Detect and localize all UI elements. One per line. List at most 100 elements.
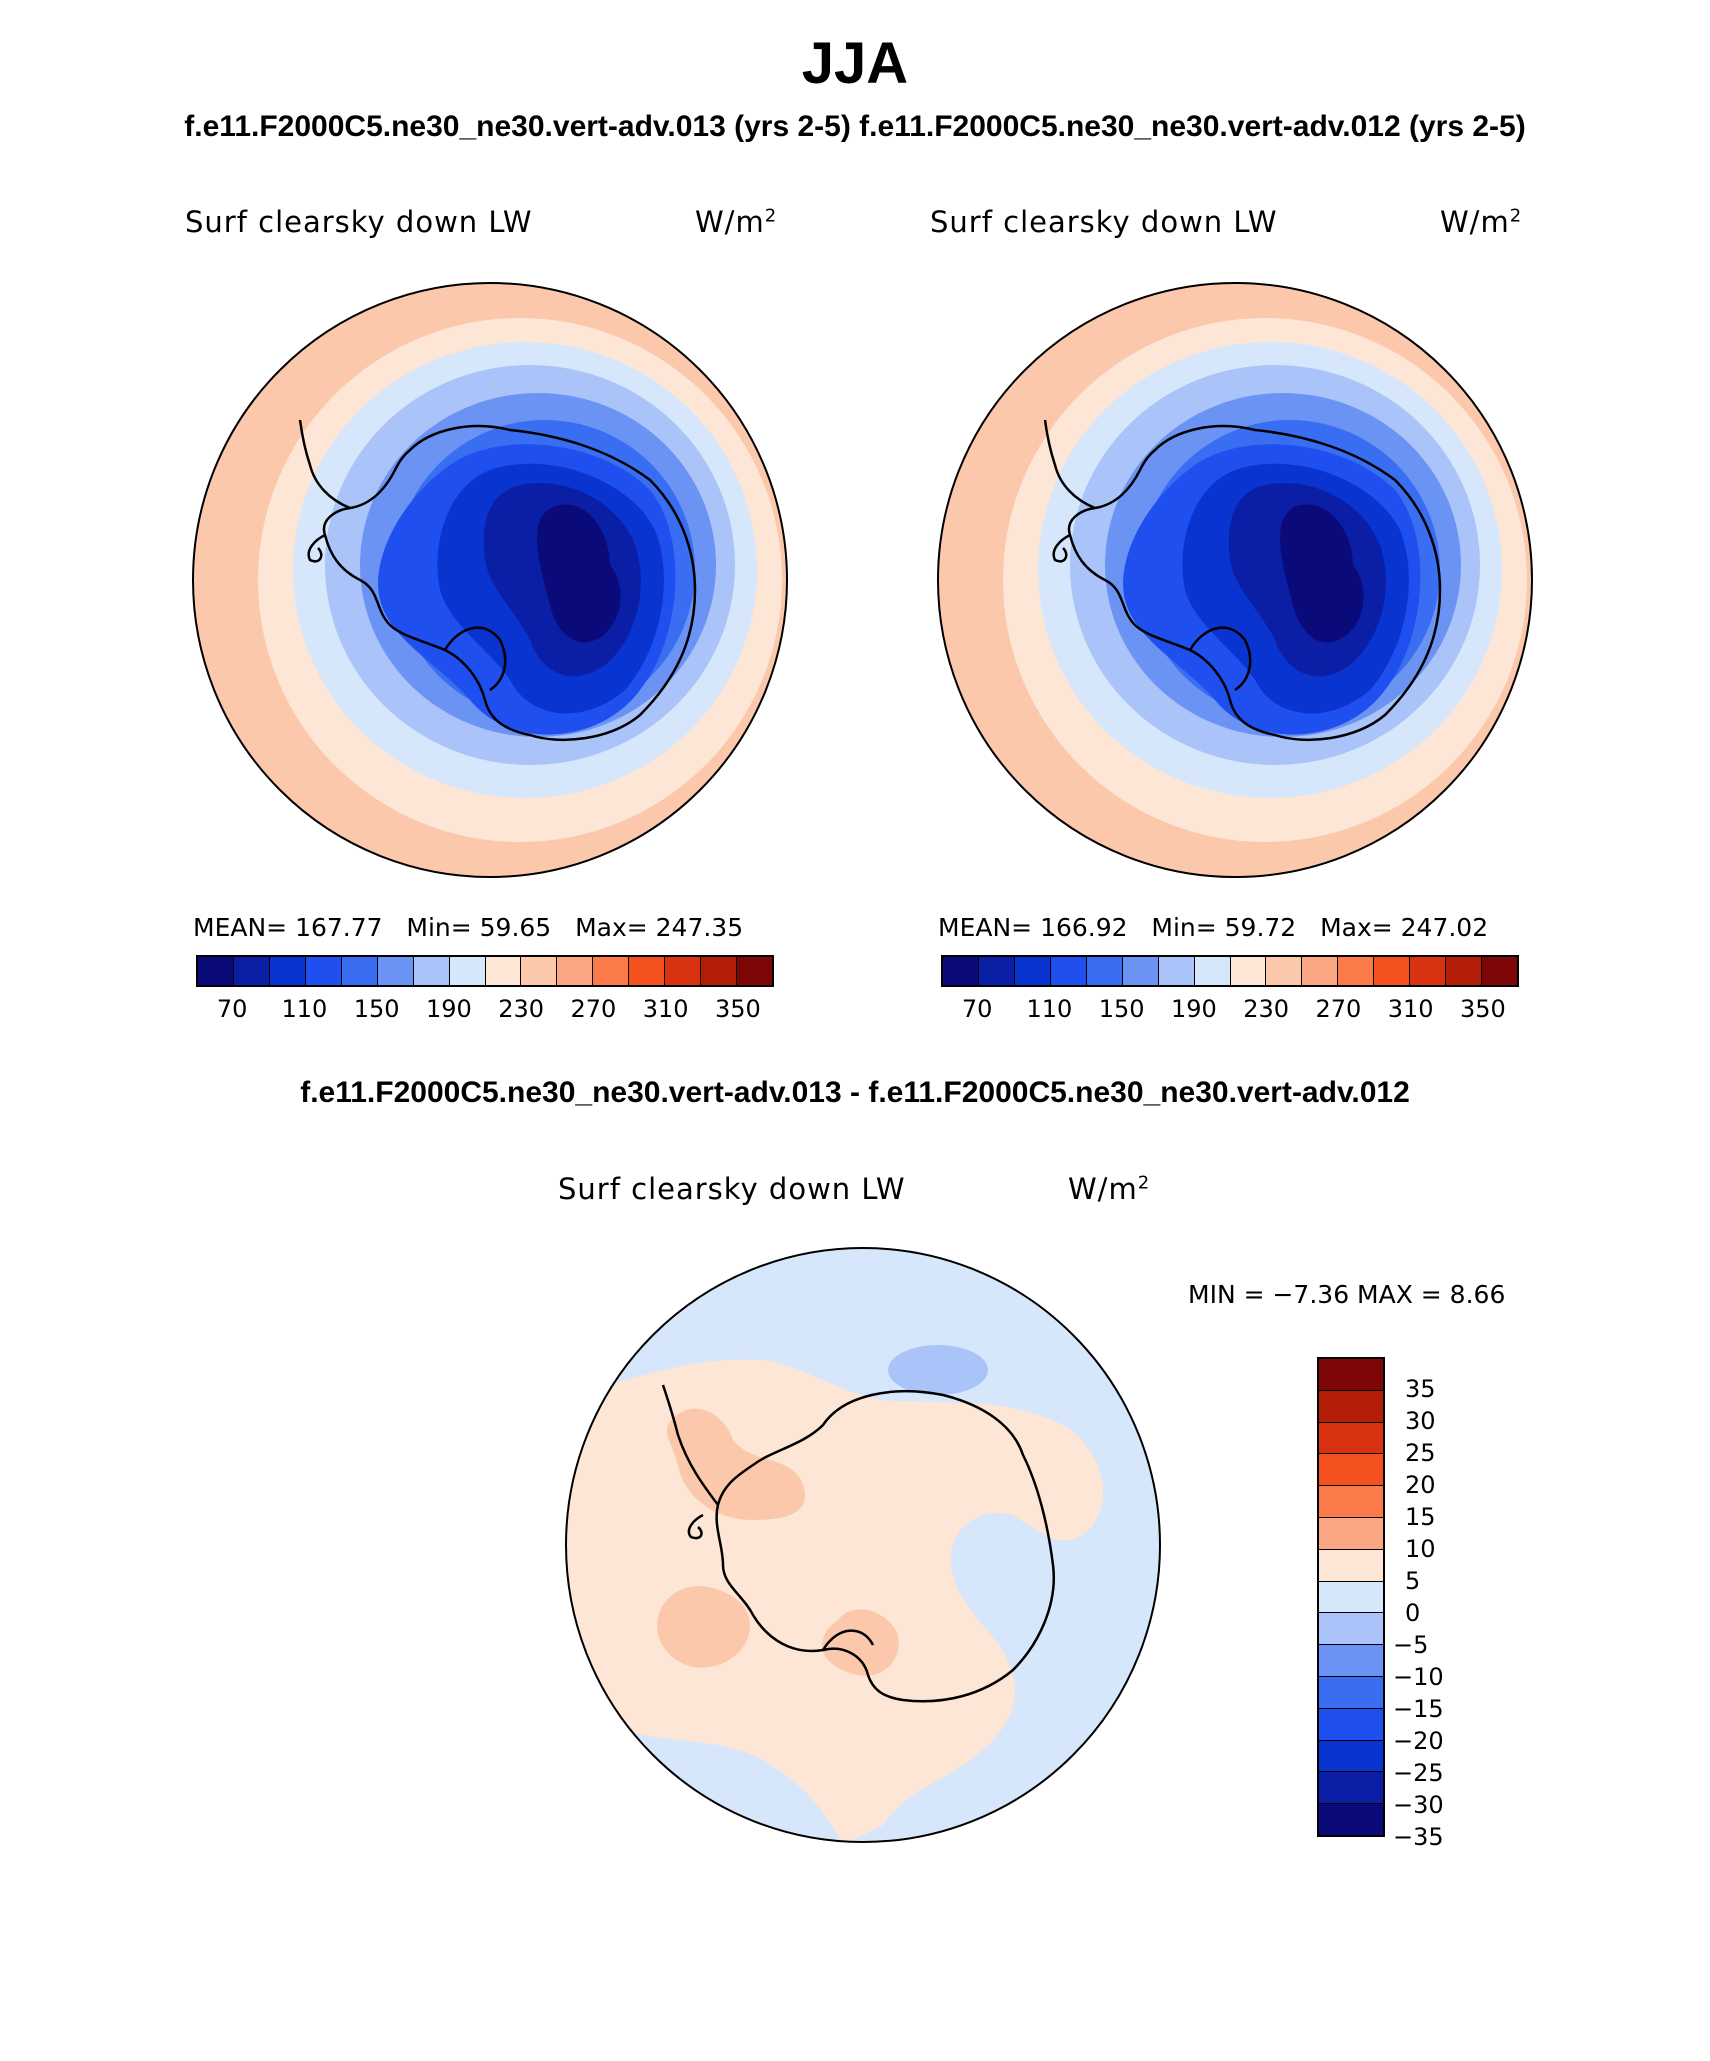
- panel-b-units: W/m2: [1440, 205, 1522, 239]
- colorbar-label: 190: [425, 995, 472, 1023]
- colorbar-label: −5: [1393, 1631, 1429, 1659]
- panel-a-variable: Surf clearsky down LW: [185, 205, 533, 239]
- colorbar-swatch: [1319, 1581, 1383, 1614]
- colorbar-swatch: [1319, 1772, 1383, 1805]
- difference-title: f.e11.F2000C5.ne30_ne30.vert-adv.013 - f…: [300, 1076, 1410, 1109]
- ross-sea-coast: [1188, 626, 1252, 692]
- colorbar-swatch: [593, 957, 630, 985]
- colorbar-swatch: [1266, 957, 1303, 985]
- colorbar-swatch: [1319, 1676, 1383, 1709]
- colorbar-swatch: [1338, 957, 1375, 985]
- colorbar-label: 110: [1026, 995, 1073, 1023]
- zone-warm-mid: [822, 1609, 899, 1676]
- colorbar-swatch: [1319, 1454, 1383, 1487]
- colorbar-swatch: [737, 957, 772, 985]
- coastline: [715, 1390, 1056, 1703]
- colorbar-swatch: [198, 957, 234, 985]
- panel-a-units-base: W/m: [695, 205, 765, 239]
- colorbar-swatch: [449, 957, 486, 985]
- peninsula-coast: [661, 1384, 720, 1540]
- map-border: [937, 282, 1533, 878]
- diff-variable: Surf clearsky down LW: [558, 1172, 906, 1206]
- colorbar-label: 70: [216, 995, 248, 1023]
- colorbar-swatch: [1319, 1422, 1383, 1455]
- panel-a-stats: MEAN= 167.77 Min= 59.65 Max= 247.35: [193, 913, 743, 942]
- colorbar-label: 230: [498, 995, 545, 1023]
- colorbar-swatch: [1319, 1804, 1383, 1835]
- colorbar-label: 150: [353, 995, 400, 1023]
- diff-units-base: W/m: [1068, 1172, 1138, 1206]
- colorbar-swatch: [233, 957, 270, 985]
- colorbar-swatch: [1014, 957, 1051, 985]
- colorbar-label: 35: [1405, 1375, 1436, 1403]
- colorbar-label: 310: [1387, 995, 1434, 1023]
- colorbar-label: 25: [1405, 1439, 1436, 1467]
- panel-a-min: Min= 59.65: [406, 913, 552, 942]
- ross-sea-coast: [821, 1629, 875, 1651]
- panel-b-colorbar: [941, 955, 1519, 987]
- colorbar-swatch: [701, 957, 738, 985]
- colorbar-swatch: [1194, 957, 1231, 985]
- colorbar-swatch: [377, 957, 414, 985]
- colorbar-swatch: [1122, 957, 1159, 985]
- panel-a-colorbar: [196, 955, 774, 987]
- colorbar-label: 230: [1243, 995, 1290, 1023]
- peninsula-coast: [1043, 419, 1096, 563]
- colorbar-swatch: [1319, 1549, 1383, 1582]
- case-a-title: f.e11.F2000C5.ne30_ne30.vert-adv.013 (yr…: [184, 110, 851, 143]
- colorbar-swatch: [665, 957, 702, 985]
- colorbar-label: 310: [642, 995, 689, 1023]
- colorbar-swatch: [413, 957, 450, 985]
- colorbar-label: 350: [1459, 995, 1506, 1023]
- panel-a-max: Max= 247.35: [575, 913, 744, 942]
- panel-a-colorbar-labels: 70 110 150 190 230 270 310 350: [196, 995, 774, 1025]
- colorbar-swatch: [978, 957, 1015, 985]
- panel-b-min: Min= 59.72: [1151, 913, 1297, 942]
- colorbar-swatch: [1050, 957, 1087, 985]
- colorbar-label: −35: [1393, 1823, 1444, 1851]
- zone-warm-mid: [657, 1586, 750, 1668]
- colorbar-swatch: [1319, 1645, 1383, 1677]
- panel-b-mean: MEAN= 166.92: [938, 913, 1128, 942]
- colorbar-swatch: [1319, 1359, 1383, 1391]
- coastline: [322, 424, 697, 741]
- case-titles: f.e11.F2000C5.ne30_ne30.vert-adv.013 (yr…: [0, 110, 1710, 144]
- panel-b-stats: MEAN= 166.92 Min= 59.72 Max= 247.02: [938, 913, 1488, 942]
- map-border: [565, 1247, 1161, 1843]
- coastline: [1067, 424, 1442, 741]
- colorbar-label: 15: [1405, 1503, 1436, 1531]
- colorbar-swatch: [521, 957, 558, 985]
- colorbar-swatch: [269, 957, 306, 985]
- panel-b-units-sup: 2: [1509, 205, 1523, 227]
- case-b-title: f.e11.F2000C5.ne30_ne30.vert-adv.012 (yr…: [859, 110, 1526, 143]
- panel-b-max: Max= 247.02: [1320, 913, 1489, 942]
- diff-units: W/m2: [1068, 1172, 1150, 1206]
- colorbar-label: 10: [1405, 1535, 1436, 1563]
- colorbar-swatch: [1230, 957, 1267, 985]
- colorbar-swatch: [1319, 1390, 1383, 1423]
- panel-a-units-sup: 2: [764, 205, 778, 227]
- colorbar-swatch: [1319, 1517, 1383, 1550]
- colorbar-label: −30: [1393, 1791, 1444, 1819]
- panel-b-colorbar-labels: 70 110 150 190 230 270 310 350: [941, 995, 1519, 1025]
- zone-cool-darkest: [537, 504, 621, 643]
- colorbar-label: −25: [1393, 1759, 1444, 1787]
- panel-a-mean: MEAN= 167.77: [193, 913, 383, 942]
- panel-a-map: [192, 282, 788, 878]
- colorbar-swatch: [629, 957, 666, 985]
- colorbar-label: 270: [1315, 995, 1362, 1023]
- colorbar-label: 30: [1405, 1407, 1436, 1435]
- colorbar-label: 110: [281, 995, 328, 1023]
- panel-b-map: [937, 282, 1533, 878]
- colorbar-label: −15: [1393, 1695, 1444, 1723]
- colorbar-swatch: [1158, 957, 1195, 985]
- difference-map: [565, 1247, 1161, 1843]
- colorbar-label: 20: [1405, 1471, 1436, 1499]
- colorbar-swatch: [1410, 957, 1447, 985]
- colorbar-label: 350: [714, 995, 761, 1023]
- colorbar-label: 0: [1405, 1599, 1421, 1627]
- panel-b-units-base: W/m: [1440, 205, 1510, 239]
- colorbar-label: 190: [1170, 995, 1217, 1023]
- colorbar-swatch: [1319, 1740, 1383, 1773]
- colorbar-swatch: [485, 957, 522, 985]
